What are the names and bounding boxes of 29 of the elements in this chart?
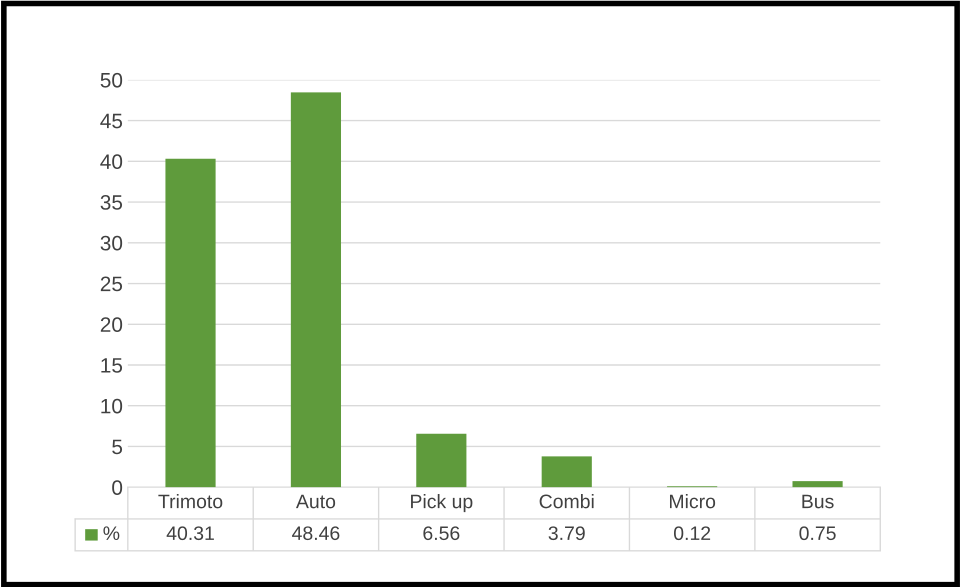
y-tick-label: 35 [100,195,122,210]
y-tick-label: 45 [100,114,122,128]
bar [165,158,216,488]
x-tick-label: Trimoto [158,494,222,508]
bar [290,92,342,488]
data-label: 0.75 [799,526,836,540]
y-tick-label: 10 [101,398,122,414]
x-tick-label: Auto [296,494,336,508]
data-label: 3.79 [548,526,585,540]
y-tick-label: 5 [112,440,122,454]
y-tick-label: 20 [100,317,122,332]
y-tick-label: 50 [100,72,122,88]
data-label: 0.12 [674,526,710,540]
bar [792,481,843,488]
bar [416,434,466,488]
legend-label: % [103,526,120,540]
data-label: 6.56 [423,526,460,540]
y-tick-label: 25 [100,276,122,292]
data-label: 40.31 [166,526,214,540]
data-label: 48.46 [292,526,340,540]
x-tick-label: Bus [802,494,834,508]
x-tick-label: Micro [670,494,716,508]
y-tick-label: 40 [100,154,122,170]
bar [542,456,592,488]
y-tick-label: 30 [100,236,122,251]
y-tick-label: 0 [112,480,122,495]
x-tick-label: Combi [540,494,594,508]
x-tick-label: Pick up [411,494,472,512]
y-tick-label: 15 [101,358,122,373]
